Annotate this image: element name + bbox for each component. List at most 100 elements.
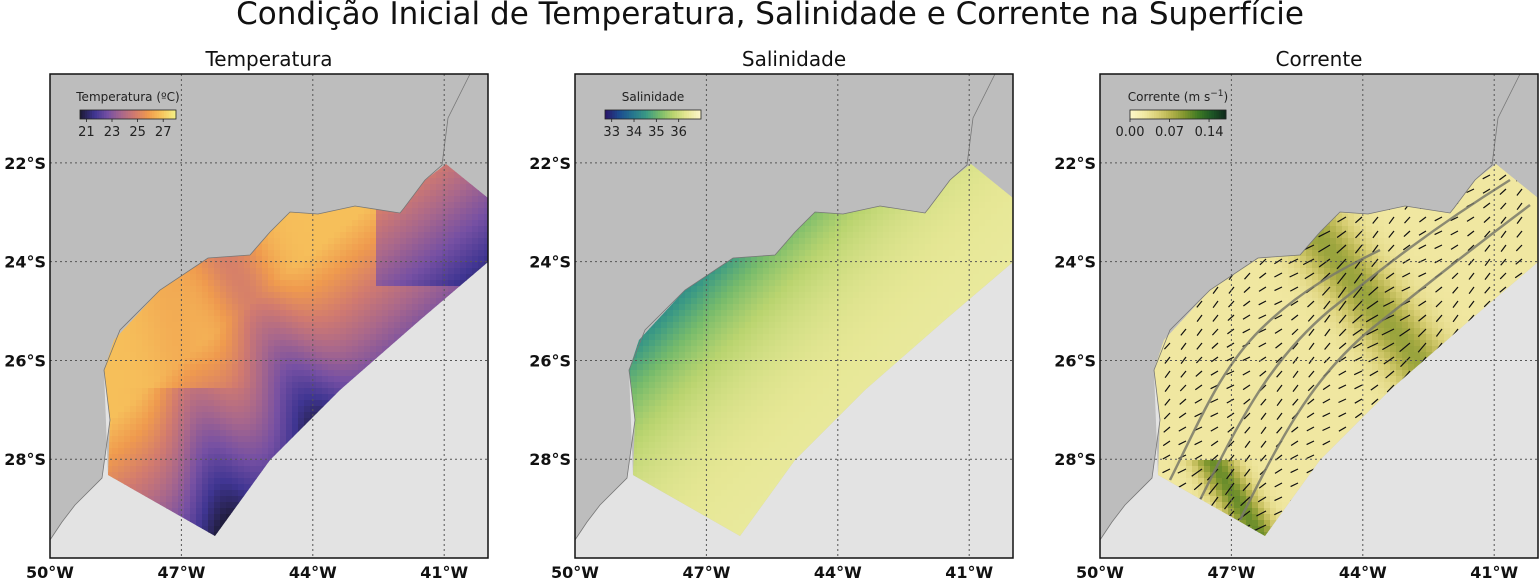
field-cell xyxy=(220,286,227,293)
field-cell xyxy=(136,406,143,413)
field-cell xyxy=(268,328,275,335)
axes-frame xyxy=(49,73,489,559)
field-cell xyxy=(142,352,149,359)
field-cell xyxy=(148,454,155,461)
colorbar-swatch xyxy=(171,110,174,119)
field-cell xyxy=(316,214,323,221)
field-cell xyxy=(124,400,131,407)
field-cell xyxy=(328,274,335,281)
field-cell xyxy=(208,340,215,347)
field-cell xyxy=(256,304,263,311)
field-cell xyxy=(412,232,419,239)
field-cell xyxy=(274,274,281,281)
field-cell xyxy=(208,316,215,323)
field-cell xyxy=(643,454,650,461)
field-cell xyxy=(166,454,173,461)
field-cell xyxy=(118,472,125,479)
field-cell xyxy=(340,286,347,293)
field-cell xyxy=(346,256,353,263)
field-cell xyxy=(424,280,431,287)
field-cell xyxy=(178,334,185,341)
field-cell xyxy=(655,418,662,425)
field-cell xyxy=(196,340,203,347)
field-cell xyxy=(112,388,119,395)
field-cell xyxy=(184,358,191,365)
field-cell xyxy=(643,388,650,395)
field-cell xyxy=(286,346,293,353)
field-cell xyxy=(310,388,317,395)
field-cell xyxy=(220,436,227,443)
colorbar-tick-label: 25 xyxy=(129,125,146,140)
field-cell xyxy=(388,220,395,227)
field-cell xyxy=(643,334,650,341)
x-tick-label: 50°W xyxy=(26,563,74,578)
field-cell xyxy=(484,202,488,209)
field-cell xyxy=(436,178,443,185)
field-cell xyxy=(358,358,365,365)
field-cell xyxy=(154,490,161,497)
field-cell xyxy=(304,334,311,341)
field-cell xyxy=(406,220,413,227)
field-cell xyxy=(274,256,281,263)
field-cell xyxy=(190,268,197,275)
field-cell xyxy=(448,232,455,239)
field-cell xyxy=(685,382,692,389)
field-cell xyxy=(631,394,638,401)
field-cell xyxy=(256,352,263,359)
field-cell xyxy=(142,382,149,389)
field-cell xyxy=(184,298,191,305)
field-cell xyxy=(667,370,674,377)
field-cell xyxy=(292,382,299,389)
field-cell xyxy=(673,376,680,383)
field-cell xyxy=(328,316,335,323)
field-cell xyxy=(130,340,137,347)
field-cell xyxy=(352,226,359,233)
field-cell xyxy=(142,484,149,491)
field-cell xyxy=(298,352,305,359)
field-cell xyxy=(196,460,203,467)
field-cell xyxy=(190,352,197,359)
field-cell xyxy=(340,316,347,323)
field-cell xyxy=(142,400,149,407)
field-cell xyxy=(655,322,662,329)
field-cell xyxy=(346,364,353,371)
field-cell xyxy=(256,274,263,281)
field-cell xyxy=(649,358,656,365)
field-cell xyxy=(142,370,149,377)
field-cell xyxy=(442,184,449,191)
field-cell xyxy=(358,298,365,305)
field-cell xyxy=(196,370,203,377)
field-cell xyxy=(316,280,323,287)
field-cell xyxy=(220,472,227,479)
field-cell xyxy=(220,430,227,437)
field-cell xyxy=(484,244,488,251)
field-cell xyxy=(190,508,197,515)
field-cell xyxy=(196,472,203,479)
field-cell xyxy=(424,298,431,305)
field-cell xyxy=(631,388,638,395)
field-cell xyxy=(244,412,251,419)
field-cell xyxy=(442,262,449,269)
field-cell xyxy=(160,292,167,299)
field-cell xyxy=(418,220,425,227)
field-cell xyxy=(232,448,239,455)
field-cell xyxy=(376,232,383,239)
field-cell xyxy=(220,322,227,329)
field-cell xyxy=(460,196,467,203)
field-cell xyxy=(214,280,221,287)
field-cell xyxy=(685,358,692,365)
field-cell xyxy=(364,238,371,245)
colorbar-swatch xyxy=(173,110,177,119)
field-cell xyxy=(202,352,209,359)
field-cell xyxy=(280,430,287,437)
field-cell xyxy=(202,370,209,377)
field-cell xyxy=(304,346,311,353)
field-cell xyxy=(220,328,227,335)
field-cell xyxy=(388,310,395,317)
field-cell xyxy=(268,352,275,359)
field-cell xyxy=(685,310,692,317)
field-cell xyxy=(424,196,431,203)
field-cell xyxy=(142,316,149,323)
field-cell xyxy=(214,358,221,365)
field-cell xyxy=(394,316,401,323)
